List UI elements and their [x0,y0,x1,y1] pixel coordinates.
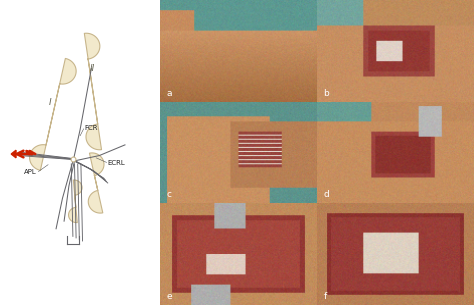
Text: FCR: FCR [84,125,98,131]
Text: e: e [166,292,172,301]
Text: c: c [166,190,172,199]
Polygon shape [88,153,104,213]
Text: II: II [90,64,95,73]
Polygon shape [29,59,76,170]
Polygon shape [84,33,101,150]
Text: APL: APL [24,169,37,175]
Text: ECRL: ECRL [107,160,125,166]
Text: d: d [323,190,329,199]
Polygon shape [11,150,16,158]
Text: a: a [166,89,172,98]
Text: I: I [48,98,51,107]
Polygon shape [69,180,82,223]
Text: f: f [323,292,327,301]
Text: b: b [323,89,329,98]
